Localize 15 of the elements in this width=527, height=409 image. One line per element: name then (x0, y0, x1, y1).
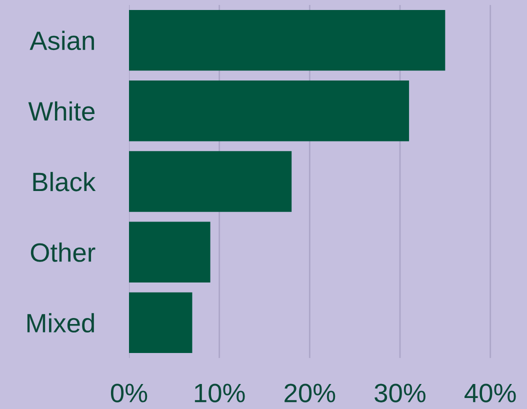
bar (129, 10, 446, 71)
bar (129, 151, 292, 212)
y-tick-label: Mixed (27, 313, 94, 333)
x-tick-label: 30% (374, 384, 426, 402)
y-tick-label: Other (30, 242, 96, 262)
y-tick-label: White (28, 101, 94, 121)
x-tick-label: 40% (464, 384, 516, 402)
x-tick-label: 0% (110, 384, 148, 402)
bar (129, 80, 410, 142)
bar (129, 222, 210, 282)
x-tick-label: 10% (194, 384, 245, 402)
y-tick-label: Black (33, 172, 96, 192)
x-tick-label: 20% (284, 384, 336, 402)
bar (129, 292, 192, 354)
y-tick-label: Asian (30, 30, 94, 50)
